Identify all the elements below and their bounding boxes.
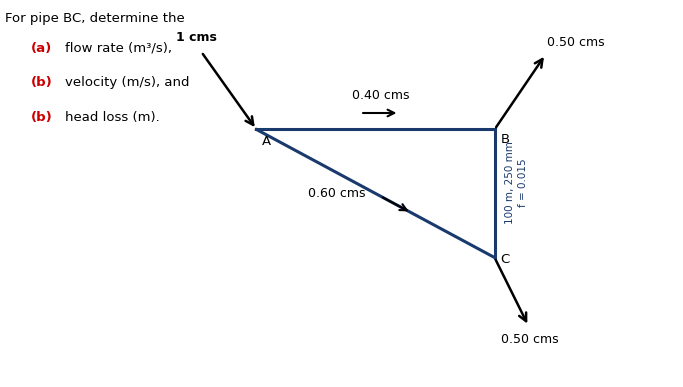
- Text: velocity (m/s), and: velocity (m/s), and: [65, 76, 190, 89]
- Text: 100 m, 250 mm: 100 m, 250 mm: [505, 141, 515, 224]
- Text: C: C: [501, 253, 510, 266]
- Text: flow rate (m³/s),: flow rate (m³/s),: [65, 42, 172, 55]
- Text: 0.50 cms: 0.50 cms: [547, 36, 605, 49]
- Text: B: B: [501, 133, 510, 146]
- Text: 0.50 cms: 0.50 cms: [501, 332, 559, 346]
- Text: (b): (b): [31, 76, 53, 89]
- Text: (b): (b): [31, 111, 53, 124]
- Text: A: A: [262, 135, 270, 148]
- Text: 1 cms: 1 cms: [176, 31, 217, 45]
- Text: f = 0.015: f = 0.015: [518, 158, 529, 207]
- Text: head loss (m).: head loss (m).: [65, 111, 160, 124]
- Text: 0.40 cms: 0.40 cms: [352, 89, 409, 102]
- Text: 0.60 cms: 0.60 cms: [308, 187, 365, 200]
- Text: (a): (a): [31, 42, 53, 55]
- Text: For pipe BC, determine the: For pipe BC, determine the: [5, 12, 184, 26]
